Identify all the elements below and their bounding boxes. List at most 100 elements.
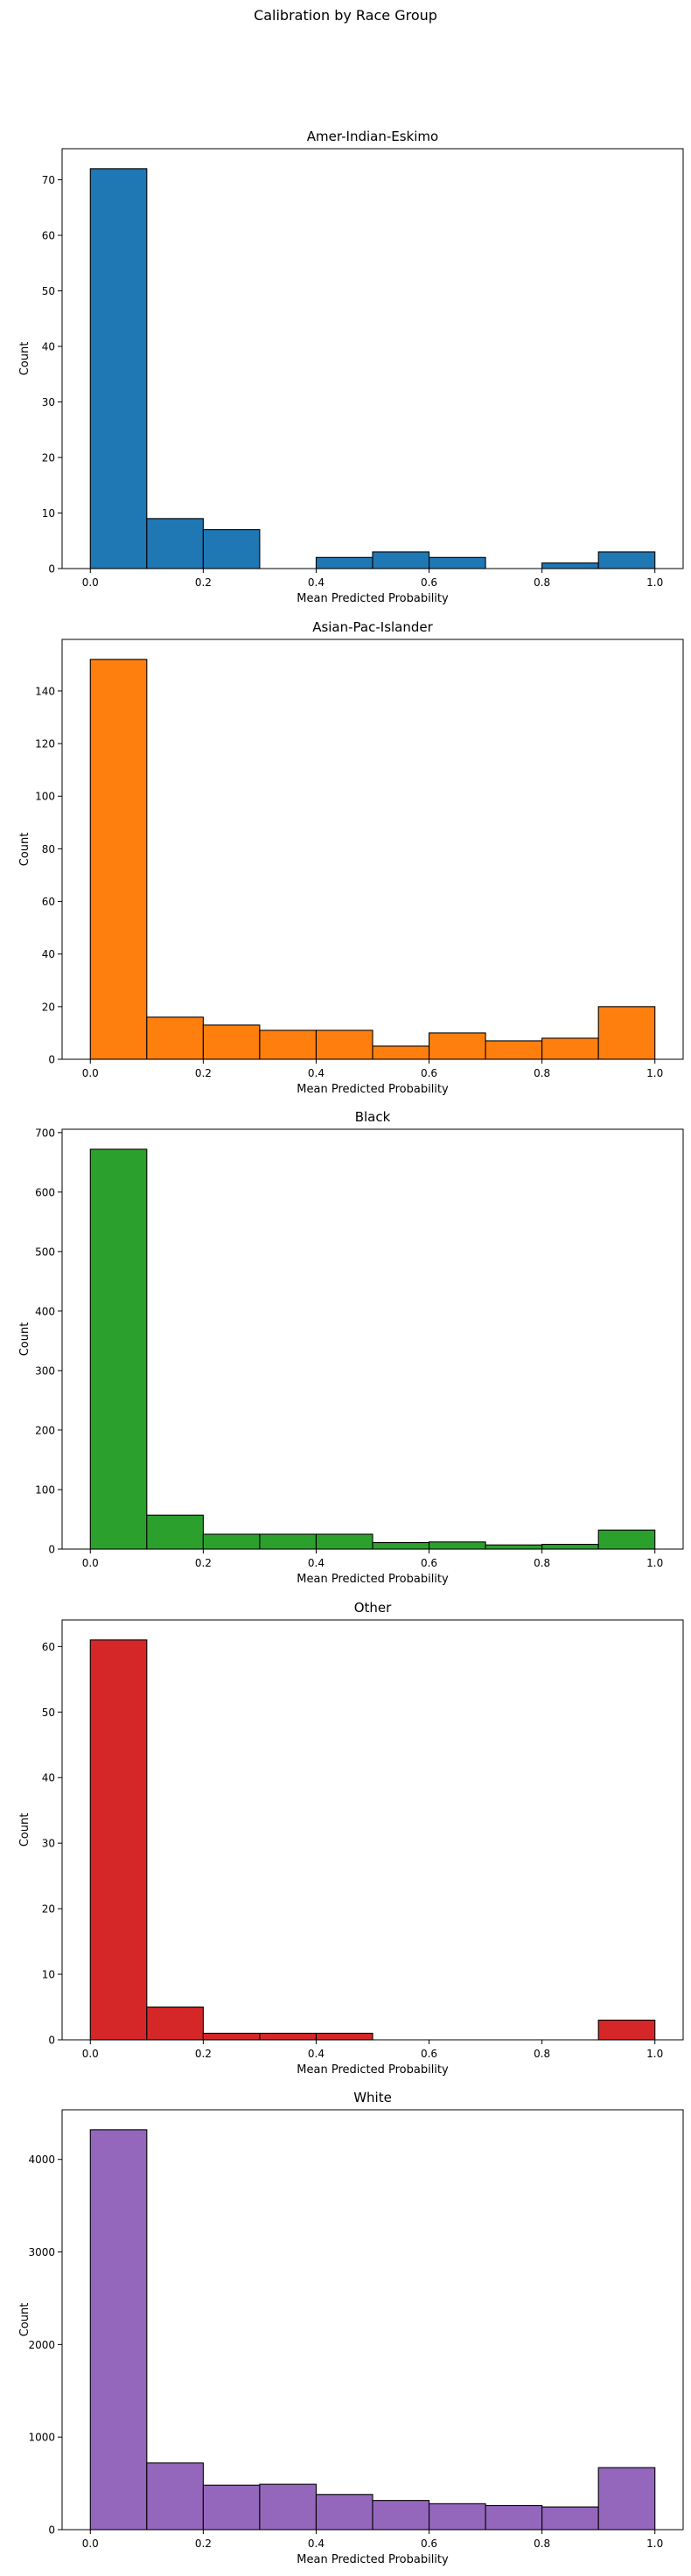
chart-2-y-tick-label-5: 80 xyxy=(42,843,55,855)
chart-2-bar-7 xyxy=(428,1032,486,1060)
chart-1-x-tick-label-1: 0.0 xyxy=(82,576,99,589)
chart-1-y-tick-label-4: 30 xyxy=(42,396,55,408)
chart-3-bar-7 xyxy=(428,1541,486,1550)
chart-4-y-tick-label-5: 40 xyxy=(42,1772,55,1784)
chart-5-bar-3 xyxy=(202,2484,261,2531)
chart-1-y-tick-label-2: 10 xyxy=(42,507,55,520)
chart-1-x-tick-label-4: 0.6 xyxy=(421,576,437,589)
chart-4-y-tick-label-4: 30 xyxy=(42,1838,55,1850)
chart-1-x-tick-label-2: 0.2 xyxy=(195,576,212,589)
chart-5-x-tick-label-4: 0.6 xyxy=(421,2538,437,2550)
chart-2-bar-1 xyxy=(89,659,148,1060)
chart-1-y-tick-label-8: 70 xyxy=(42,174,55,186)
chart-2-y-tick-label-7: 120 xyxy=(35,738,55,750)
chart-2-y-tick-label-1: 0 xyxy=(48,1054,55,1066)
chart-4-y-tick-label-6: 50 xyxy=(42,1707,55,1719)
chart-4-y-tick-label-1: 0 xyxy=(48,2035,55,2047)
chart-1-title: Amer-Indian-Eskimo xyxy=(307,129,438,144)
chart-5-bar-6 xyxy=(372,2500,430,2531)
chart-3-y-tick-label-6: 500 xyxy=(35,1246,55,1258)
chart-3-y-axis-label: Count xyxy=(18,1323,31,1357)
chart-5-y-tick-label-5: 4000 xyxy=(28,2154,55,2166)
chart-5-bar-2 xyxy=(146,2462,204,2531)
chart-5-y-tick-label-2: 1000 xyxy=(28,2432,55,2444)
chart-3-bar-2 xyxy=(146,1514,204,1550)
chart-3-x-tick-label-4: 0.6 xyxy=(421,1557,437,1569)
chart-2-y-tick-label-8: 140 xyxy=(35,685,55,697)
chart-1-y-tick-label-6: 50 xyxy=(42,285,55,297)
chart-2-bar-3 xyxy=(202,1024,261,1060)
chart-1-bar-7 xyxy=(428,556,486,569)
chart-3-y-tick-label-1: 0 xyxy=(48,1544,55,1556)
chart-1-bar-9 xyxy=(541,562,599,569)
chart-3-x-axis-label: Mean Predicted Probability xyxy=(297,1573,449,1586)
chart-4-y-tick-label-3: 20 xyxy=(42,1903,55,1916)
chart-3-x-tick-label-2: 0.2 xyxy=(195,1557,212,1569)
chart-3-y-tick-label-3: 200 xyxy=(35,1424,55,1436)
chart-3-title: Black xyxy=(355,1109,391,1125)
chart-3-y-tick-label-8: 700 xyxy=(35,1127,55,1139)
chart-5-y-tick-label-4: 3000 xyxy=(28,2246,55,2258)
chart-1-x-tick-label-3: 0.4 xyxy=(308,576,325,589)
chart-1-x-tick-label-6: 1.0 xyxy=(646,576,663,589)
chart-2-x-tick-label-4: 0.6 xyxy=(421,1067,437,1079)
chart-5-x-tick-label-2: 0.2 xyxy=(195,2538,212,2550)
chart-4-bar-10 xyxy=(597,2019,656,2041)
chart-4-bar-4 xyxy=(259,2032,318,2041)
chart-1-axes-frame xyxy=(61,148,684,569)
chart-2-x-tick-label-6: 1.0 xyxy=(646,1067,663,1079)
chart-5-bar-1 xyxy=(89,2129,148,2531)
chart-5-bar-7 xyxy=(428,2503,486,2531)
chart-4-bar-2 xyxy=(146,2006,204,2041)
chart-2-y-tick-label-6: 100 xyxy=(35,791,55,803)
chart-5-x-tick-label-5: 0.8 xyxy=(534,2538,550,2550)
chart-4-x-axis-label: Mean Predicted Probability xyxy=(297,2063,449,2077)
chart-2-x-tick-label-5: 0.8 xyxy=(534,1067,550,1079)
chart-4-x-tick-label-4: 0.6 xyxy=(421,2048,437,2060)
chart-4-axes-frame xyxy=(61,1619,684,2041)
chart-2-x-tick-label-3: 0.4 xyxy=(308,1067,325,1079)
chart-1-bar-5 xyxy=(315,556,373,569)
chart-2-y-tick-label-2: 20 xyxy=(42,1001,55,1013)
chart-3-x-tick-label-6: 1.0 xyxy=(646,1557,663,1569)
chart-2-x-tick-label-2: 0.2 xyxy=(195,1067,212,1079)
chart-5-y-axis-label: Count xyxy=(18,2303,31,2337)
chart-5-axes-frame xyxy=(61,2109,684,2531)
chart-1-bar-10 xyxy=(597,551,656,569)
chart-4-y-tick-label-7: 60 xyxy=(42,1641,55,1653)
chart-2-bar-6 xyxy=(372,1045,430,1060)
chart-5-bar-9 xyxy=(541,2506,599,2531)
chart-3-y-tick-label-5: 400 xyxy=(35,1305,55,1317)
chart-1-y-tick-label-5: 40 xyxy=(42,341,55,353)
chart-4-x-tick-label-5: 0.8 xyxy=(534,2048,550,2060)
chart-3-bar-10 xyxy=(597,1529,656,1550)
chart-3-bar-9 xyxy=(541,1544,599,1550)
chart-2-axes-frame xyxy=(61,639,684,1060)
chart-3-y-tick-label-7: 600 xyxy=(35,1186,55,1198)
chart-2-bar-10 xyxy=(597,1006,656,1060)
chart-2-y-tick-label-4: 60 xyxy=(42,896,55,908)
chart-3-x-tick-label-3: 0.4 xyxy=(308,1557,325,1569)
chart-2-bar-5 xyxy=(315,1030,373,1060)
chart-1-y-axis-label: Count xyxy=(18,342,31,376)
chart-4-title: Other xyxy=(354,1600,392,1616)
chart-1-y-tick-label-1: 0 xyxy=(48,563,55,576)
chart-4-x-tick-label-1: 0.0 xyxy=(82,2048,99,2060)
chart-5-bar-5 xyxy=(315,2494,373,2531)
chart-1-bar-3 xyxy=(202,529,261,569)
chart-2-x-tick-label-1: 0.0 xyxy=(82,1067,99,1079)
chart-4-bar-1 xyxy=(89,1639,148,2041)
chart-1-y-tick-label-7: 60 xyxy=(42,230,55,242)
chart-2-y-axis-label: Count xyxy=(18,833,31,867)
chart-2-x-axis-label: Mean Predicted Probability xyxy=(297,1083,449,1096)
chart-3-bar-8 xyxy=(485,1544,543,1550)
chart-3-bar-4 xyxy=(259,1533,318,1550)
chart-3-x-tick-label-5: 0.8 xyxy=(534,1557,550,1569)
chart-4-y-axis-label: Count xyxy=(18,1813,31,1847)
chart-3-bar-3 xyxy=(202,1533,261,1550)
chart-2-y-tick-label-3: 40 xyxy=(42,948,55,960)
chart-1-x-tick-label-5: 0.8 xyxy=(534,576,550,589)
chart-1-bar-1 xyxy=(89,168,148,569)
figure-suptitle: Calibration by Race Group xyxy=(254,7,437,24)
